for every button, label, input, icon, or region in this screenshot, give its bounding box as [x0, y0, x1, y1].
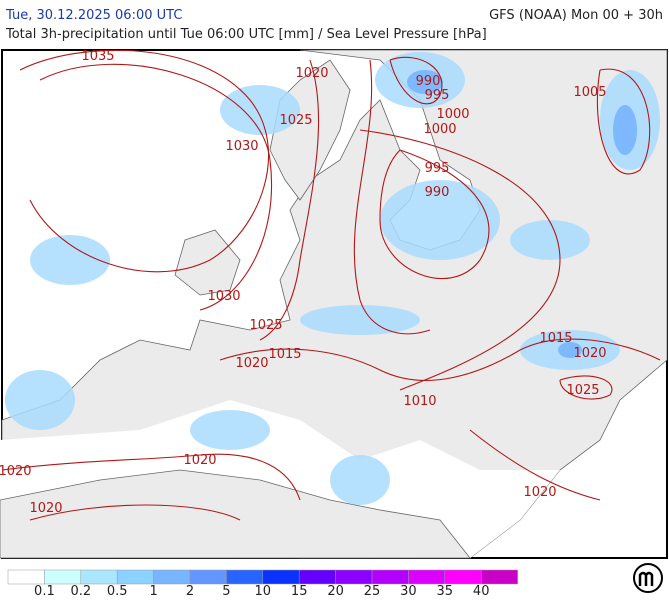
legend-label: 5: [222, 584, 230, 599]
legend-label: 30: [400, 584, 417, 599]
precip: [510, 220, 590, 260]
isobar: [1, 453, 301, 501]
precip: [220, 85, 300, 135]
isobar-label: 1030: [225, 139, 258, 154]
legend-swatch: [371, 569, 409, 585]
legend-swatch: [480, 569, 518, 585]
legend-label: 35: [437, 584, 454, 599]
legend-label: 0.5: [107, 584, 128, 599]
isobar: [353, 59, 431, 335]
legend-label: 40: [473, 584, 490, 599]
isobar: [379, 149, 490, 279]
legend-swatch: [116, 569, 154, 585]
isobar-label: 1000: [436, 107, 469, 122]
isobar: [389, 56, 443, 105]
legend-label: 10: [255, 584, 272, 599]
precip: [380, 180, 500, 260]
isobar-label: 1025: [279, 113, 312, 128]
logo-mark: [638, 571, 654, 586]
subtitle: Total 3h-precipitation until Tue 06:00 U…: [5, 27, 487, 42]
isobar-label: 1020: [295, 66, 328, 81]
isobar-label: 1020: [29, 501, 62, 516]
isobar-label: 1000: [423, 122, 456, 137]
legend-swatch: [7, 569, 45, 585]
precip: [558, 342, 582, 358]
isobar: [219, 338, 661, 381]
isobar-label: 1020: [235, 356, 268, 371]
isobar-label: 1035: [81, 49, 114, 64]
precip: [300, 305, 420, 335]
isobar: [559, 375, 613, 400]
legend-swatch: [189, 569, 227, 585]
date-label: Tue, 30.12.2025 06:00 UTC: [5, 8, 182, 23]
legend-swatch: [444, 569, 482, 585]
legend-label: 2: [186, 584, 194, 599]
isobar-label: 1030: [207, 289, 240, 304]
land: [0, 469, 471, 559]
legend-label: 15: [291, 584, 308, 599]
legend-swatch: [408, 569, 446, 585]
precip: [190, 410, 270, 450]
isobar-label: 1015: [539, 331, 572, 346]
precip: [5, 370, 75, 430]
isobar-label: 1005: [573, 85, 606, 100]
legend-label: 0.1: [34, 584, 55, 599]
legend-swatch: [153, 569, 191, 585]
isobar-label: 1015: [268, 347, 301, 362]
land: [174, 229, 241, 296]
precip: [30, 235, 110, 285]
isobar-label: 1020: [0, 464, 32, 479]
isobar-label: 995: [425, 161, 450, 176]
isobar: [39, 63, 272, 311]
isobar: [29, 504, 241, 521]
logo: [633, 563, 663, 593]
logo-circle: [633, 563, 663, 593]
legend-swatch: [262, 569, 300, 585]
isobar-label: 1020: [523, 485, 556, 500]
isobar-label: 990: [425, 185, 450, 200]
isobar-label: 1025: [249, 318, 282, 333]
isobar-label: 1025: [566, 383, 599, 398]
isobar: [19, 49, 270, 273]
legend: 0.1 0.2 0.5 1 2 5 10 15 20 25 30 35 40: [7, 569, 518, 599]
precip: [407, 70, 443, 94]
isobar-labels: 1035102010251030990995100010001005995990…: [0, 49, 607, 516]
map: [0, 49, 668, 559]
legend-label: 0.2: [70, 584, 91, 599]
isobar: [359, 129, 561, 391]
isobar-label: 1010: [403, 394, 436, 409]
isobar: [596, 68, 651, 175]
precip: [613, 105, 637, 155]
legend-swatch: [80, 569, 118, 585]
isobar-label: 995: [425, 88, 450, 103]
model-label: GFS (NOAA) Mon 00 + 30h: [489, 8, 663, 23]
legend-label: 20: [327, 584, 344, 599]
isobar: [469, 429, 601, 501]
precip: [330, 455, 390, 505]
isobar-label: 1020: [573, 346, 606, 361]
legend-label: 1: [149, 584, 157, 599]
isobar-label: 990: [416, 74, 441, 89]
isobar-label: 1020: [183, 453, 216, 468]
legend-swatch: [335, 569, 373, 585]
legend-swatch: [226, 569, 264, 585]
legend-swatch: [298, 569, 336, 585]
isobar: [259, 59, 320, 341]
legend-label: 25: [364, 584, 381, 599]
legend-swatch: [44, 569, 82, 585]
